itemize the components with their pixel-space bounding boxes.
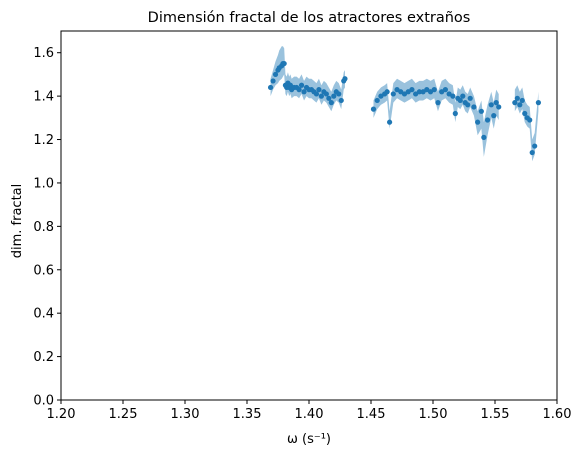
data-point bbox=[387, 119, 393, 125]
data-point bbox=[484, 117, 491, 123]
data-point bbox=[267, 84, 274, 91]
x-tick-label: 1.45 bbox=[357, 407, 386, 422]
y-tick-label: 1.4 bbox=[33, 90, 54, 105]
data-point bbox=[512, 100, 518, 106]
data-point bbox=[384, 89, 390, 95]
data-point bbox=[316, 87, 322, 93]
x-tick-label: 1.20 bbox=[47, 407, 76, 422]
data-point bbox=[460, 93, 466, 99]
data-point bbox=[416, 89, 422, 95]
data-point bbox=[452, 110, 458, 117]
chart-title: Dimensión fractal de los atractores extr… bbox=[148, 10, 471, 26]
y-axis: 0.0 0.2 0.4 0.6 0.8 1.0 1.2 1.4 1.6 bbox=[33, 46, 61, 409]
data-point bbox=[496, 104, 502, 110]
data-point bbox=[313, 91, 320, 97]
data-point bbox=[457, 97, 463, 104]
data-point bbox=[331, 93, 337, 99]
data-point bbox=[522, 110, 528, 117]
y-tick-label: 1.6 bbox=[33, 46, 54, 61]
data-point bbox=[465, 102, 471, 108]
band-segment-0 bbox=[270, 46, 345, 112]
y-tick-label: 0.0 bbox=[33, 394, 54, 409]
x-tick-label: 1.60 bbox=[543, 407, 572, 422]
data-point bbox=[336, 91, 342, 97]
data-point bbox=[272, 71, 279, 78]
y-tick-label: 0.2 bbox=[33, 350, 54, 365]
y-axis-label: dim. fractal bbox=[10, 184, 25, 259]
data-point bbox=[338, 97, 344, 104]
data-point bbox=[519, 97, 525, 104]
data-point bbox=[370, 106, 377, 112]
data-point bbox=[301, 89, 307, 95]
data-point bbox=[450, 93, 456, 99]
data-point bbox=[488, 102, 494, 108]
data-point bbox=[374, 97, 380, 104]
band-segment-1 bbox=[373, 78, 499, 157]
data-point bbox=[475, 119, 481, 125]
data-point bbox=[514, 95, 520, 101]
y-tick-label: 0.8 bbox=[33, 220, 54, 235]
x-tick-label: 1.55 bbox=[481, 407, 510, 422]
data-point bbox=[326, 95, 332, 101]
data-point bbox=[532, 143, 538, 149]
data-point bbox=[529, 149, 535, 156]
data-point bbox=[318, 93, 324, 99]
data-point bbox=[535, 100, 542, 106]
data-points bbox=[267, 60, 542, 156]
data-point bbox=[298, 82, 305, 88]
y-tick-label: 0.4 bbox=[33, 307, 54, 322]
data-point bbox=[323, 91, 329, 97]
data-point bbox=[481, 134, 487, 140]
data-point bbox=[390, 91, 396, 97]
x-tick-label: 1.50 bbox=[419, 407, 448, 422]
data-point bbox=[478, 108, 484, 114]
x-tick-label: 1.35 bbox=[233, 407, 262, 422]
y-tick-label: 1.0 bbox=[33, 176, 54, 191]
data-point bbox=[527, 117, 533, 123]
data-point bbox=[342, 76, 348, 82]
x-axis: 1.20 1.25 1.30 1.35 1.40 1.45 1.50 1.55 1.60 bbox=[47, 400, 572, 422]
data-point bbox=[493, 100, 499, 106]
data-point bbox=[517, 102, 523, 108]
y-tick-label: 1.2 bbox=[33, 133, 54, 148]
data-point bbox=[467, 95, 473, 101]
data-point bbox=[409, 87, 415, 93]
x-tick-label: 1.25 bbox=[109, 407, 138, 422]
data-point bbox=[435, 100, 441, 106]
data-point bbox=[328, 100, 334, 106]
x-tick-label: 1.40 bbox=[295, 407, 324, 422]
data-point bbox=[471, 104, 477, 110]
data-point bbox=[296, 87, 302, 93]
data-point bbox=[281, 60, 287, 67]
x-tick-label: 1.30 bbox=[171, 407, 200, 422]
data-point bbox=[431, 87, 437, 93]
data-point bbox=[270, 78, 276, 84]
data-point bbox=[491, 113, 497, 119]
y-tick-label: 0.6 bbox=[33, 263, 54, 278]
data-point bbox=[442, 87, 448, 93]
x-axis-label: ω (s⁻¹) bbox=[287, 432, 331, 447]
